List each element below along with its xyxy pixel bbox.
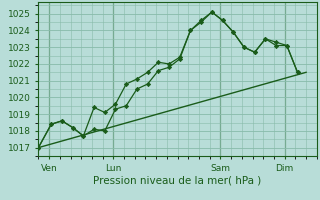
X-axis label: Pression niveau de la mer( hPa ): Pression niveau de la mer( hPa ) bbox=[93, 175, 262, 185]
